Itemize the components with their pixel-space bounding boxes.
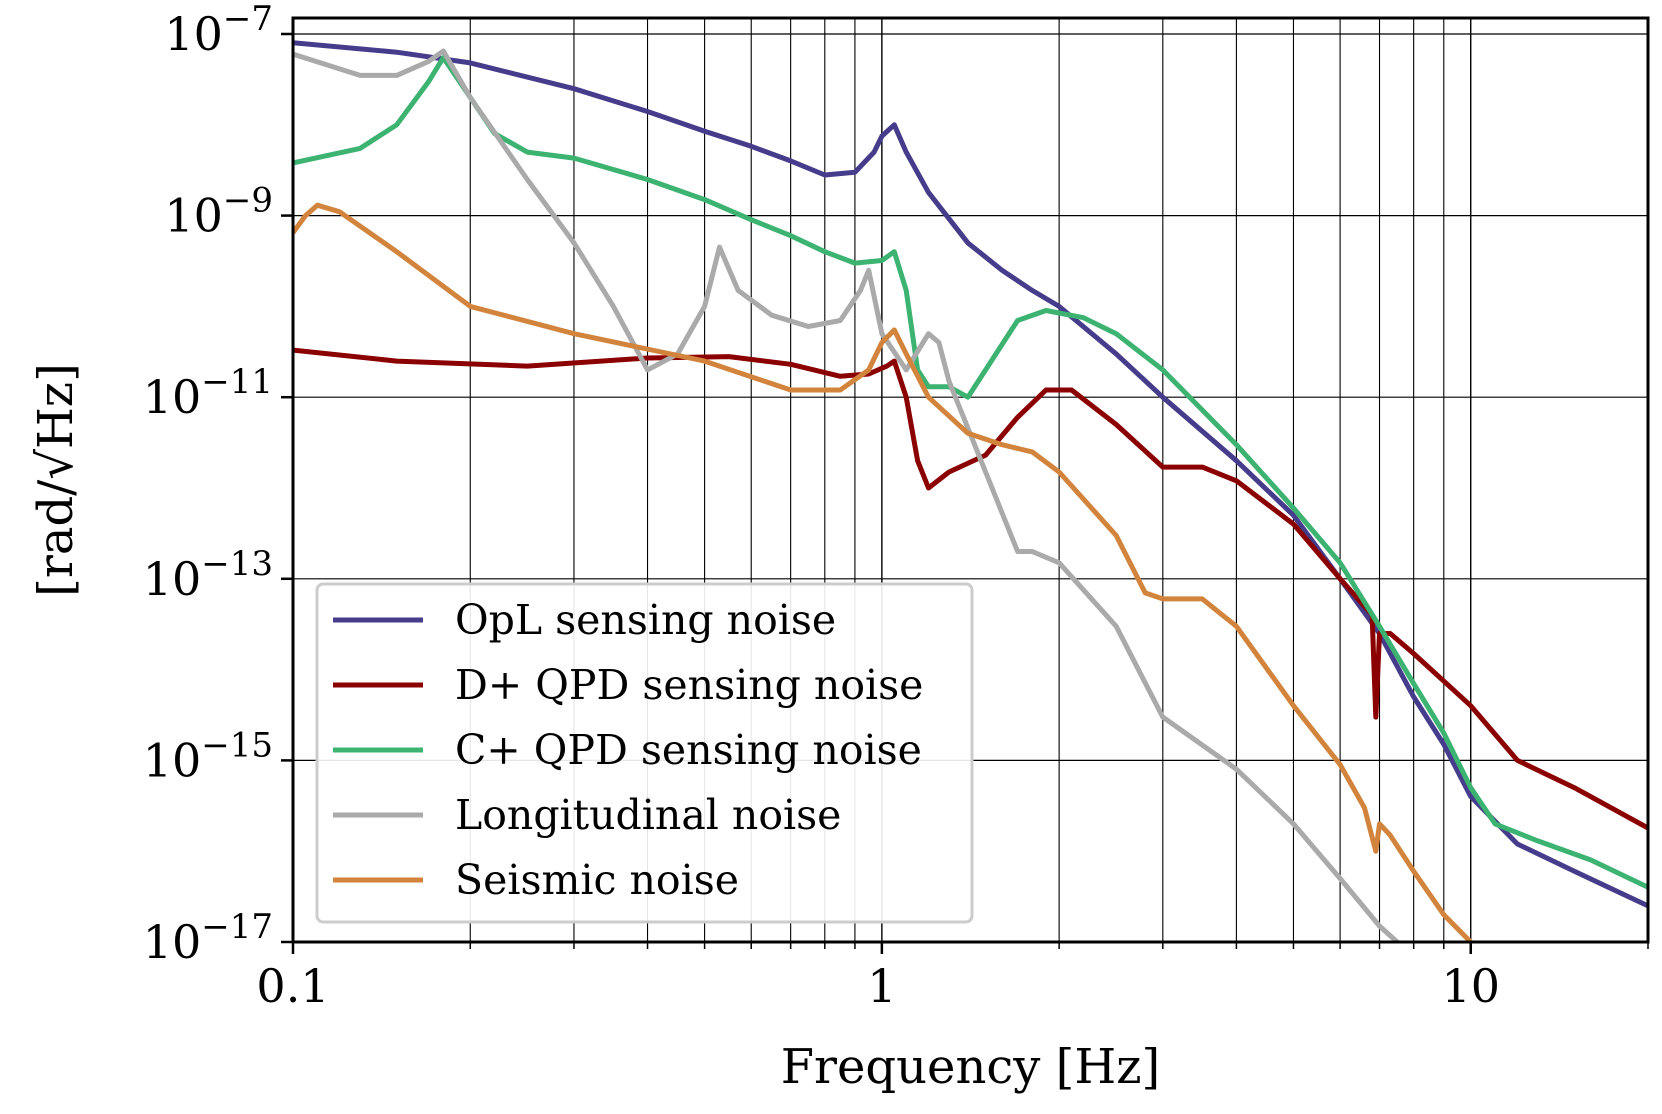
x-axis-label: Frequency [Hz] xyxy=(781,1039,1160,1095)
x-tick-label: 0.1 xyxy=(256,959,329,1013)
y-tick-label: 10−17 xyxy=(143,907,273,969)
y-axis-label: [rad/√Hz] xyxy=(28,363,84,597)
legend-label: Seismic noise xyxy=(455,856,739,904)
series-layer xyxy=(293,40,1648,942)
x-tick-label: 1 xyxy=(867,959,896,1013)
legend: OpL sensing noise D+ QPD sensing noise C+ … xyxy=(315,582,974,924)
y-tick-label: 10−15 xyxy=(143,725,273,787)
x-tick-label: 10 xyxy=(1441,959,1500,1013)
plot-frame xyxy=(291,16,1650,944)
series-line-4 xyxy=(293,202,1474,942)
y-tick-label: 10−11 xyxy=(143,362,273,424)
y-tick-label: 10−7 xyxy=(164,0,273,61)
series-line-0 xyxy=(293,40,1648,909)
axes: 0.1 1 10 10−7 10−9 10−11 10−13 10−15 10−17 xyxy=(143,0,1650,1013)
legend-box xyxy=(315,582,974,924)
series-line-3 xyxy=(293,48,1400,942)
legend-label: D+ QPD sensing noise xyxy=(455,661,923,709)
y-tick-label: 10−9 xyxy=(164,181,273,243)
legend-label: C+ QPD sensing noise xyxy=(455,726,922,774)
series-line-2 xyxy=(293,55,1648,890)
y-tick-label: 10−13 xyxy=(143,544,273,606)
legend-label: OpL sensing noise xyxy=(455,596,836,644)
legend-label: Longitudinal noise xyxy=(455,791,841,839)
